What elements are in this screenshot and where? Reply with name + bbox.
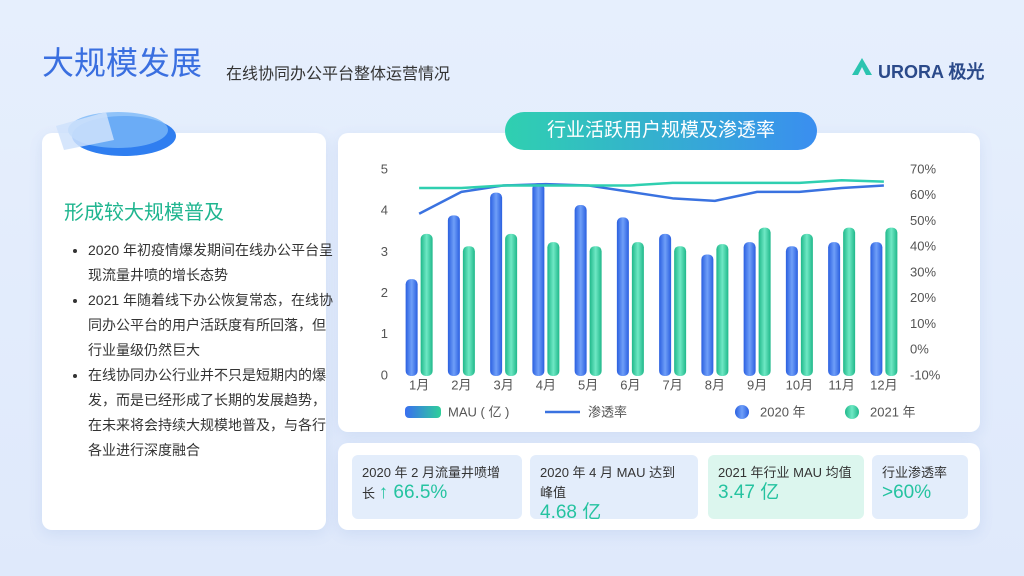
logo-icon: [852, 58, 872, 75]
y2-tick-label: 10%: [910, 316, 936, 331]
x-tick-label: 9月: [747, 377, 767, 392]
bar: [574, 205, 587, 376]
summary-list: 2020 年初疫情爆发期间在线办公平台呈现流量井喷的增长态势 2021 年随着线…: [60, 238, 334, 463]
bar: [447, 215, 460, 376]
bar: [843, 227, 856, 376]
x-tick-label: 5月: [578, 377, 598, 392]
bar: [532, 183, 545, 376]
stat-label: 行业渗透率: [882, 465, 948, 480]
bar: [631, 242, 644, 376]
legend-label: 渗透率: [588, 404, 627, 419]
page-subtitle: 在线协同办公平台整体运营情况: [226, 66, 451, 83]
stat-box: 行业渗透率 >60%: [872, 455, 968, 519]
y2-tick-label: 30%: [910, 264, 936, 279]
y-tick-label: 4: [381, 203, 388, 218]
x-tick-label: 12月: [870, 377, 897, 392]
stat-value: 4.68 亿: [540, 502, 602, 520]
x-tick-label: 11月: [828, 377, 855, 392]
legend-label: MAU ( 亿 ): [448, 404, 509, 419]
stat-label: 2020 年 4 月 MAU 达到峰值: [540, 465, 676, 500]
bar: [674, 246, 687, 376]
bar: [490, 192, 503, 376]
bar: [405, 279, 418, 376]
bar: [885, 227, 898, 376]
line: [418, 182, 884, 215]
y-tick-label: 5: [381, 161, 388, 176]
line: [419, 179, 884, 190]
bar: [589, 246, 602, 376]
legend-swatch: [735, 405, 749, 419]
bar: [616, 217, 629, 376]
x-tick-label: 4月: [536, 377, 556, 392]
bar: [785, 246, 798, 376]
bar: [659, 233, 672, 376]
chart-title: 行业活跃用户规模及渗透率: [505, 112, 817, 150]
y2-tick-label: 70%: [910, 161, 936, 176]
y2-tick-label: 60%: [910, 187, 936, 202]
stat-value: ↑ 66.5%: [378, 482, 448, 503]
bar: [547, 242, 560, 376]
bar: [505, 233, 518, 376]
bar: [870, 242, 883, 376]
x-tick-label: 1月: [409, 377, 429, 392]
bullet: 2020 年初疫情爆发期间在线办公平台呈现流量井喷的增长态势: [88, 238, 334, 288]
y-tick-label: 1: [381, 326, 388, 341]
bar: [758, 227, 771, 376]
y-tick-label: 0: [381, 367, 388, 382]
stat-box: 2020 年 4 月 MAU 达到峰值 4.68 亿: [530, 455, 698, 519]
legend-swatch: [845, 405, 859, 419]
bullet: 2021 年随着线下办公恢复常态，在线协同办公平台的用户活跃度有所回落，但行业量…: [88, 288, 334, 363]
y2-tick-label: 40%: [910, 239, 936, 254]
summary-heading: 形成较大规模普及: [64, 202, 224, 224]
logo: URORA 极光: [878, 62, 985, 82]
x-tick-label: 8月: [705, 377, 725, 392]
x-tick-label: 3月: [494, 377, 514, 392]
y2-tick-label: 0%: [910, 342, 929, 357]
bar: [828, 242, 841, 376]
bar: [800, 233, 813, 376]
summary-card: [42, 133, 326, 530]
bar: [743, 242, 756, 376]
legend-label: 2020 年: [760, 404, 806, 419]
stat-value: 3.47 亿: [718, 482, 780, 503]
x-tick-label: 7月: [663, 377, 683, 392]
bar: [716, 244, 729, 376]
page-title: 大规模发展: [42, 45, 203, 81]
legend-label: 2021 年: [870, 404, 916, 419]
decoration: [56, 112, 176, 156]
bar: [462, 246, 475, 376]
stat-box: 2021 年行业 MAU 均值 3.47 亿: [708, 455, 864, 519]
y2-tick-label: -10%: [910, 367, 941, 382]
y-tick-label: 3: [381, 244, 388, 259]
y2-tick-label: 50%: [910, 213, 936, 228]
x-tick-label: 6月: [620, 377, 640, 392]
y-tick-label: 2: [381, 285, 388, 300]
legend-swatch: [405, 406, 441, 418]
bar: [420, 233, 433, 376]
bullet: 在线协同办公行业并不只是短期内的爆发，而是已经形成了长期的发展趋势，在未来将会持…: [88, 363, 334, 463]
x-tick-label: 2月: [451, 377, 471, 392]
x-tick-label: 10月: [786, 377, 813, 392]
stat-box: 2020 年 2 月流量井喷增长 ↑ 66.5%: [352, 455, 522, 519]
stat-label: 2021 年行业 MAU 均值: [718, 465, 852, 480]
bar: [701, 254, 714, 376]
y2-tick-label: 20%: [910, 290, 936, 305]
stat-value: >60%: [882, 482, 932, 503]
stat-label: 2020 年 2 月流量井喷增长: [362, 465, 500, 501]
